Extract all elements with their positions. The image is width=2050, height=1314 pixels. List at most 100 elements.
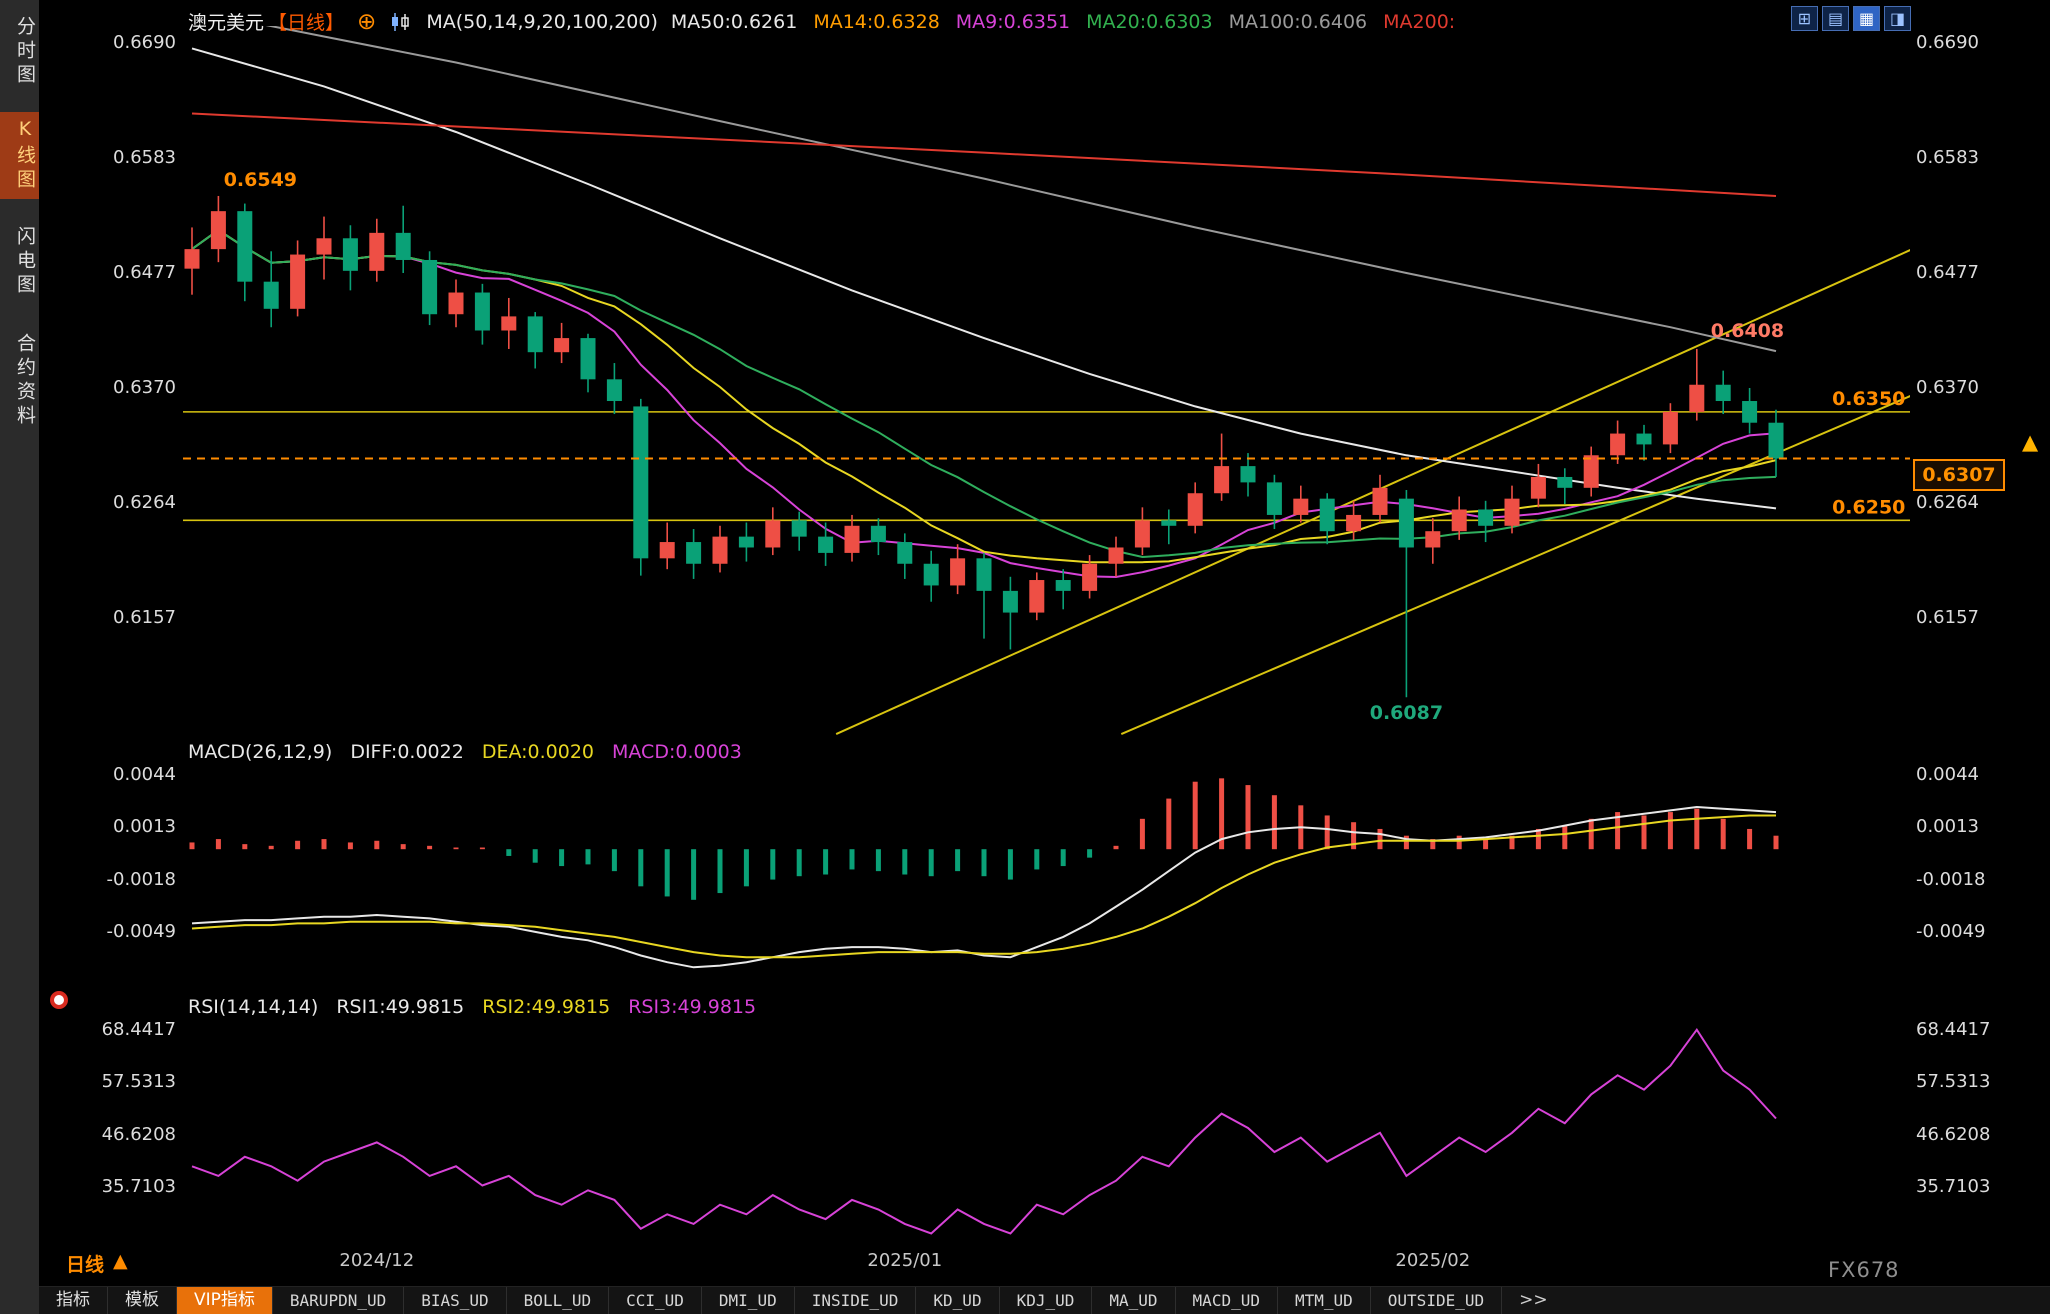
- rsi-axis-label: 35.7103: [1916, 1176, 1991, 1197]
- candle-body: [1478, 509, 1494, 526]
- macd-bar: [1139, 818, 1145, 850]
- candle-body: [237, 211, 253, 282]
- candle-body: [1583, 455, 1599, 488]
- add-indicator-icon[interactable]: ⊕: [357, 8, 377, 35]
- macd-bar: [1667, 812, 1673, 850]
- tab-inside-ud[interactable]: INSIDE_UD: [795, 1287, 917, 1314]
- macd-bar: [981, 849, 987, 877]
- rsi-axis-label: 68.4417: [101, 1019, 176, 1040]
- tab-indicators[interactable]: 指标: [39, 1287, 108, 1314]
- macd-bar: [427, 845, 433, 850]
- ma200-line: [191, 112, 1777, 197]
- candle-body: [1082, 563, 1098, 591]
- tab-more-tabs[interactable]: >>: [1519, 1290, 1548, 1310]
- macd-bar: [1483, 839, 1489, 850]
- sidebar-item-contract-info[interactable]: 合约资料: [14, 333, 36, 429]
- macd-bar: [215, 839, 221, 850]
- sidebar-item-lightning-chart[interactable]: 闪电图: [14, 226, 36, 298]
- timeframe-selector[interactable]: 日线 ▲: [66, 1250, 128, 1277]
- candle-body: [501, 316, 517, 331]
- macd-bar: [585, 849, 591, 865]
- tab-templates[interactable]: 模板: [108, 1287, 177, 1314]
- candle-body: [1425, 531, 1441, 548]
- chart-header: 澳元美元 【日线】 ⊕ MA(50,14,9,20,100,200) MA50:…: [188, 8, 1455, 35]
- macd-bar: [559, 849, 565, 867]
- macd-bar: [453, 847, 459, 850]
- tab-barupdn-ud[interactable]: BARUPDN_UD: [273, 1287, 405, 1314]
- candle-body: [1662, 411, 1678, 445]
- split-panel-icon[interactable]: ◨: [1884, 6, 1911, 31]
- candle-body: [1636, 433, 1652, 445]
- candle-body: [1557, 476, 1573, 488]
- grid-layout-icon[interactable]: ⊞: [1791, 6, 1818, 31]
- sidebar-item-kline-chart[interactable]: K线图: [0, 112, 39, 199]
- macd-bar: [1509, 835, 1515, 850]
- candle-body: [1451, 509, 1467, 532]
- candle-body: [976, 558, 992, 591]
- rows-layout-icon[interactable]: ▤: [1822, 6, 1849, 31]
- price-axis-label: 0.6264: [1916, 492, 1979, 513]
- macd-hist-value: MACD:0.0003: [612, 741, 742, 763]
- rsi-line: [191, 1027, 1777, 1235]
- price-annotation: 0.6350: [1832, 388, 1905, 410]
- tab-mtm-ud[interactable]: MTM_UD: [1278, 1287, 1371, 1314]
- macd-bar: [611, 849, 617, 872]
- candle-body: [290, 254, 306, 309]
- candle-body: [580, 338, 596, 380]
- price-up-arrow-icon: ▲: [2022, 430, 2039, 454]
- price-annotation: 0.6408: [1711, 320, 1784, 342]
- macd-bar: [400, 844, 406, 850]
- candle-body: [1293, 498, 1309, 515]
- macd-axis-label: 0.0013: [1916, 816, 1979, 837]
- candle-body: [1055, 580, 1071, 591]
- macd-bar: [1113, 845, 1119, 850]
- bottom-tab-bar: 指标 模板 VIP指标 BARUPDN_UD BIAS_UD BOLL_UD CCI_UD D…: [39, 1286, 2050, 1314]
- ma50-line: [191, 47, 1777, 510]
- rsi-axis-label: 35.7103: [101, 1176, 176, 1197]
- tab-macd-ud[interactable]: MACD_UD: [1176, 1287, 1278, 1314]
- macd-bar: [1694, 808, 1700, 850]
- price-axis-label: 0.6583: [1916, 147, 1979, 168]
- tab-dmi-ud[interactable]: DMI_UD: [702, 1287, 795, 1314]
- macd-axis-label: 0.0044: [113, 764, 176, 785]
- candle-body: [448, 292, 464, 315]
- macd-axis-label: -0.0049: [106, 921, 176, 942]
- candle-body: [316, 238, 332, 255]
- macd-bar: [823, 849, 829, 875]
- macd-bar: [479, 847, 485, 850]
- kline-type-icon[interactable]: [389, 12, 413, 32]
- sidebar-item-timeshare-chart[interactable]: 分时图: [14, 16, 36, 88]
- macd-bar: [1351, 822, 1357, 850]
- tab-ma-ud[interactable]: MA_UD: [1092, 1287, 1176, 1314]
- rsi1-value: RSI1:49.9815: [336, 996, 465, 1018]
- layout-icons: ⊞ ▤ ▦ ◨: [1791, 6, 1911, 31]
- macd-diff-line: [191, 805, 1777, 969]
- x-axis-label: 2025/02: [1395, 1250, 1470, 1271]
- candle-body: [844, 525, 860, 553]
- macd-bar: [506, 849, 512, 856]
- tab-boll-ud[interactable]: BOLL_UD: [507, 1287, 610, 1314]
- tab-vip-indicators[interactable]: VIP指标: [177, 1287, 273, 1314]
- macd-bar: [1166, 798, 1172, 850]
- candle-body: [1134, 520, 1150, 548]
- price-axis-label: 0.6157: [113, 607, 176, 628]
- tab-outside-ud[interactable]: OUTSIDE_UD: [1371, 1287, 1503, 1314]
- tab-kd-ud[interactable]: KD_UD: [916, 1287, 1000, 1314]
- macd-bar: [691, 849, 697, 900]
- candle-body: [738, 536, 754, 548]
- x-axis-label: 2025/01: [867, 1250, 942, 1271]
- macd-bar: [1403, 835, 1409, 850]
- tab-kdj-ud[interactable]: KDJ_UD: [1000, 1287, 1093, 1314]
- tab-cci-ud[interactable]: CCI_UD: [609, 1287, 702, 1314]
- candle-body: [1715, 384, 1731, 402]
- tab-bias-ud[interactable]: BIAS_UD: [404, 1287, 507, 1314]
- candle-body: [950, 558, 966, 586]
- candle-body: [712, 536, 728, 564]
- multi-chart-layout-icon[interactable]: ▦: [1853, 6, 1880, 31]
- trendline: [1120, 395, 1910, 736]
- macd-bar: [1562, 825, 1568, 850]
- macd-bar: [532, 849, 538, 863]
- macd-panel: [189, 778, 1779, 969]
